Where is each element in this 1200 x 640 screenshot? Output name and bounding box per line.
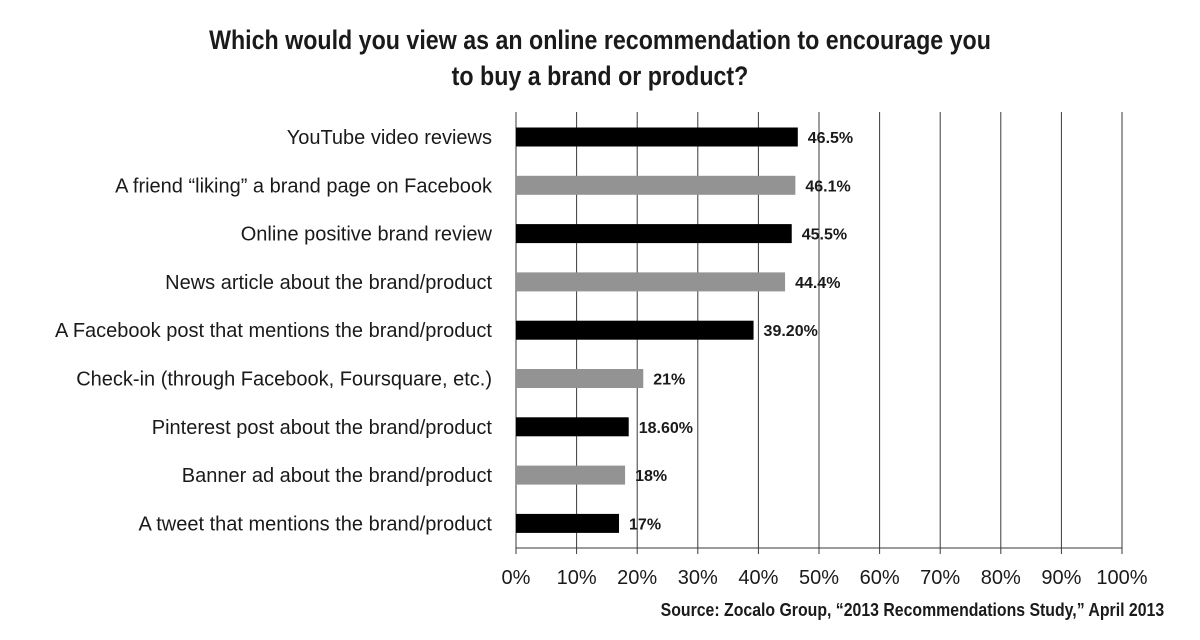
category-label: A friend “liking” a brand page on Facebo… (115, 175, 493, 197)
data-label: 21% (653, 372, 685, 389)
bar (516, 320, 754, 340)
x-tick-label: 0% (502, 567, 531, 589)
x-tick-label: 20% (617, 567, 657, 589)
bar (516, 272, 786, 292)
data-label: 18.60% (639, 420, 693, 437)
x-tick-label: 80% (981, 567, 1021, 589)
chart-title-line-1: Which would you view as an online recomm… (209, 25, 991, 55)
chart-title-line-2: to buy a brand or product? (451, 61, 749, 91)
category-label: A tweet that mentions the brand/product (138, 513, 492, 535)
bar (516, 465, 626, 485)
category-label: Online positive brand review (241, 224, 493, 246)
category-label: Pinterest post about the brand/product (152, 417, 493, 439)
chart-title: Which would you view as an online recomm… (170, 22, 1030, 94)
data-label: 18% (635, 468, 667, 485)
category-label: News article about the brand/product (165, 272, 492, 294)
source-note: Source: Zocalo Group, “2013 Recommendati… (660, 600, 1164, 620)
bar (516, 127, 798, 147)
data-label: 46.1% (805, 178, 850, 195)
data-label: 45.5% (802, 227, 847, 244)
x-tick-label: 10% (557, 567, 597, 589)
category-label: Banner ad about the brand/product (182, 465, 493, 487)
data-label: 44.4% (795, 275, 840, 292)
data-label: 39.20% (764, 323, 818, 340)
data-label: 17% (629, 516, 661, 533)
bar (516, 417, 629, 437)
x-tick-label: 70% (920, 567, 960, 589)
x-tick-label: 30% (678, 567, 718, 589)
x-tick-label: 100% (1096, 567, 1147, 589)
x-tick-label: 40% (738, 567, 778, 589)
bar (516, 224, 792, 244)
category-label: Check-in (through Facebook, Foursquare, … (76, 369, 492, 391)
bar (516, 175, 796, 195)
x-tick-label: 50% (799, 567, 839, 589)
category-label: A Facebook post that mentions the brand/… (55, 320, 492, 342)
data-label: 46.5% (808, 130, 853, 147)
x-tick-label: 60% (860, 567, 900, 589)
category-label: YouTube video reviews (287, 127, 492, 149)
bar (516, 513, 620, 533)
bar (516, 369, 644, 388)
x-tick-label: 90% (1041, 567, 1081, 589)
